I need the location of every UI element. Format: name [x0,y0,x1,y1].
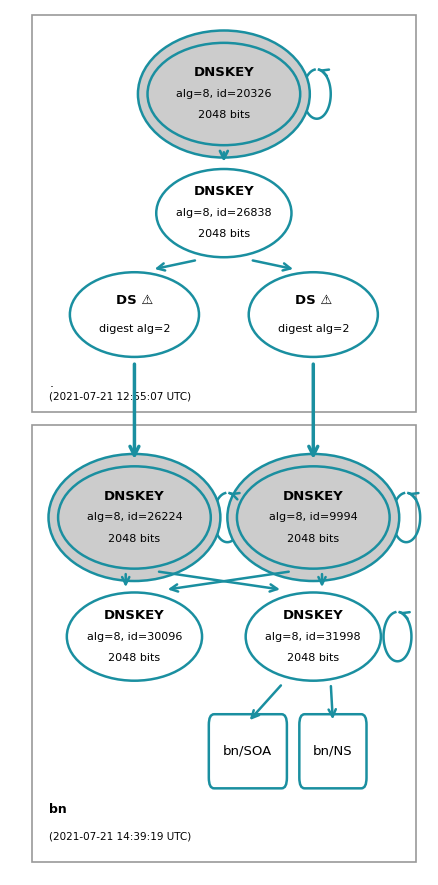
Text: alg=8, id=20326: alg=8, id=20326 [176,89,271,99]
Text: bn/SOA: bn/SOA [223,745,272,758]
FancyBboxPatch shape [299,714,366,789]
Ellipse shape [58,466,210,569]
Text: DS ⚠: DS ⚠ [294,294,331,307]
Text: alg=8, id=31998: alg=8, id=31998 [265,632,360,642]
Ellipse shape [227,454,398,581]
Text: 2048 bits: 2048 bits [286,534,339,543]
Text: 2048 bits: 2048 bits [286,653,339,663]
Text: DNSKEY: DNSKEY [193,66,254,80]
Text: bn: bn [49,803,67,816]
FancyBboxPatch shape [208,714,286,789]
Ellipse shape [70,273,198,357]
Ellipse shape [138,30,309,158]
Text: 2048 bits: 2048 bits [108,534,160,543]
Text: DS ⚠: DS ⚠ [116,294,153,307]
FancyBboxPatch shape [32,425,415,862]
FancyBboxPatch shape [32,15,415,412]
Text: (2021-07-21 14:39:19 UTC): (2021-07-21 14:39:19 UTC) [49,832,191,842]
Text: .: . [49,377,53,390]
Ellipse shape [147,42,300,145]
Text: 2048 bits: 2048 bits [108,653,160,663]
Ellipse shape [48,454,220,581]
Text: DNSKEY: DNSKEY [282,489,343,503]
Text: DNSKEY: DNSKEY [282,609,343,622]
Text: bn/NS: bn/NS [312,745,352,758]
Ellipse shape [245,592,380,681]
Ellipse shape [248,273,377,357]
Text: 2048 bits: 2048 bits [198,229,249,239]
Text: DNSKEY: DNSKEY [104,609,164,622]
Ellipse shape [156,169,291,258]
Text: DNSKEY: DNSKEY [193,186,254,198]
Ellipse shape [67,592,201,681]
Text: digest alg=2: digest alg=2 [277,324,348,334]
Text: DNSKEY: DNSKEY [104,489,164,503]
Text: alg=8, id=26838: alg=8, id=26838 [176,208,271,218]
Text: alg=8, id=26224: alg=8, id=26224 [86,512,182,522]
Ellipse shape [237,466,389,569]
Text: alg=8, id=30096: alg=8, id=30096 [87,632,182,642]
Text: (2021-07-21 12:55:07 UTC): (2021-07-21 12:55:07 UTC) [49,391,191,401]
Text: alg=8, id=9994: alg=8, id=9994 [268,512,357,522]
Text: digest alg=2: digest alg=2 [99,324,170,334]
Text: 2048 bits: 2048 bits [198,111,249,120]
